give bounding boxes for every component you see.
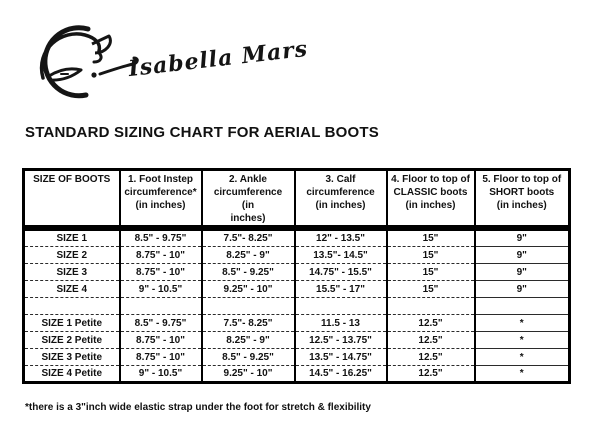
table-cell-empty: [293, 297, 387, 315]
table-row-size-3: SIZE 3 8.75" - 10" 8.5" - 9.25" 14.75" -…: [23, 263, 570, 281]
table-row-size-1-petite: SIZE 1 Petite 8.5" - 9.75" 7.5"- 8.25" 1…: [23, 314, 570, 332]
header-row: SIZE OF BOOTS 1. Foot Instep circumferen…: [24, 169, 570, 227]
table-cell: 14.75" - 15.5": [293, 263, 387, 281]
table-row-spacer: [23, 297, 570, 315]
table-cell: 12.5": [385, 314, 475, 332]
table-cell: 12.5": [385, 331, 475, 349]
table-cell: 8.75" - 10": [118, 331, 202, 349]
table-cell-empty: [118, 297, 202, 315]
table-cell: 8.75" - 10": [118, 263, 202, 281]
table-cell: 8.75" - 10": [118, 348, 202, 366]
table-cell: 8.75" - 10": [118, 246, 202, 264]
row-label: SIZE 3: [23, 263, 120, 281]
row-label: SIZE 4 Petite: [23, 365, 120, 383]
table-cell-empty: [473, 297, 570, 315]
table-cell: 8.25" - 9": [200, 246, 295, 264]
brand-logo: Isabella Mars: [28, 22, 328, 102]
table-cell: 8.5" - 9.25": [200, 348, 295, 366]
table-cell-empty: [200, 297, 295, 315]
table-cell: 9.25" - 10": [200, 365, 295, 383]
table-cell: 8.5" - 9.75": [118, 229, 202, 247]
table-cell: 15": [385, 229, 475, 247]
logo-mark-icon: [39, 25, 139, 99]
table-cell: 9" - 10.5": [118, 280, 202, 298]
table-cell: 14.5" - 16.25": [293, 365, 387, 383]
page-title: STANDARD SIZING CHART FOR AERIAL BOOTS: [25, 124, 379, 141]
table-cell: 9": [473, 229, 570, 247]
table-cell: 9": [473, 263, 570, 281]
table-cell: 13.5"- 14.5": [293, 246, 387, 264]
table-cell: 8.5" - 9.25": [200, 263, 295, 281]
row-label: SIZE 3 Petite: [23, 348, 120, 366]
table-row-size-4: SIZE 4 9" - 10.5" 9.25" - 10" 15.5" - 17…: [23, 280, 570, 298]
row-label: SIZE 2: [23, 246, 120, 264]
size-chart-header-table: SIZE OF BOOTS 1. Foot Instep circumferen…: [22, 168, 571, 228]
table-cell: *: [473, 348, 570, 366]
table-cell: 15": [385, 246, 475, 264]
footnote: *there is a 3"inch wide elastic strap un…: [25, 402, 371, 413]
table-cell: 7.5"- 8.25": [200, 314, 295, 332]
brand-name: Isabella Mars: [127, 35, 310, 83]
table-cell: 15": [385, 263, 475, 281]
table-cell: 8.5" - 9.75": [118, 314, 202, 332]
table-cell: 12.5": [385, 365, 475, 383]
table-cell: 15.5" - 17": [293, 280, 387, 298]
table-row-size-1: SIZE 1 8.5" - 9.75" 7.5"- 8.25" 12" - 13…: [24, 229, 570, 247]
table-cell: *: [473, 331, 570, 349]
header-cell-ankle: 2. Ankle circumference (in inches): [200, 169, 295, 227]
table-cell-empty: [385, 297, 475, 315]
table-cell: 9.25" - 10": [200, 280, 295, 298]
header-cell-size-of-boots: SIZE OF BOOTS: [33, 174, 111, 185]
table-cell: 9" - 10.5": [118, 365, 202, 383]
table-cell: 8.25" - 9": [200, 331, 295, 349]
table-cell: 15": [385, 280, 475, 298]
table-row-size-4-petite: SIZE 4 Petite 9" - 10.5" 9.25" - 10" 14.…: [23, 365, 570, 383]
table-cell: 13.5" - 14.75": [293, 348, 387, 366]
header-cell-calf: 3. Calf circumference (in inches): [293, 169, 387, 227]
table-cell: 7.5"- 8.25": [200, 229, 295, 247]
table-cell: 12.5": [385, 348, 475, 366]
table-cell: 12.5" - 13.75": [293, 331, 387, 349]
table-cell: *: [473, 314, 570, 332]
row-label: SIZE 2 Petite: [23, 331, 120, 349]
table-cell: 9": [473, 280, 570, 298]
row-label: SIZE 4: [23, 280, 120, 298]
table-cell: 11.5 - 13: [293, 314, 387, 332]
size-chart-table: SIZE 1 8.5" - 9.75" 7.5"- 8.25" 12" - 13…: [22, 228, 571, 384]
table-cell-empty: [23, 297, 120, 315]
table-cell: *: [473, 365, 570, 383]
table-row-size-2: SIZE 2 8.75" - 10" 8.25" - 9" 13.5"- 14.…: [23, 246, 570, 264]
header-cell-classic-height: 4. Floor to top of CLASSIC boots (in inc…: [385, 169, 475, 227]
row-label: SIZE 1 Petite: [23, 314, 120, 332]
header-cell-foot-instep: 1. Foot Instep circumference* (in inches…: [118, 169, 202, 227]
header-cell-short-height: 5. Floor to top of SHORT boots (in inche…: [473, 169, 570, 227]
table-cell: 9": [473, 246, 570, 264]
row-label: SIZE 1: [56, 233, 88, 244]
table-row-size-2-petite: SIZE 2 Petite 8.75" - 10" 8.25" - 9" 12.…: [23, 331, 570, 349]
table-cell: 12" - 13.5": [293, 229, 387, 247]
table-row-size-3-petite: SIZE 3 Petite 8.75" - 10" 8.5" - 9.25" 1…: [23, 348, 570, 366]
